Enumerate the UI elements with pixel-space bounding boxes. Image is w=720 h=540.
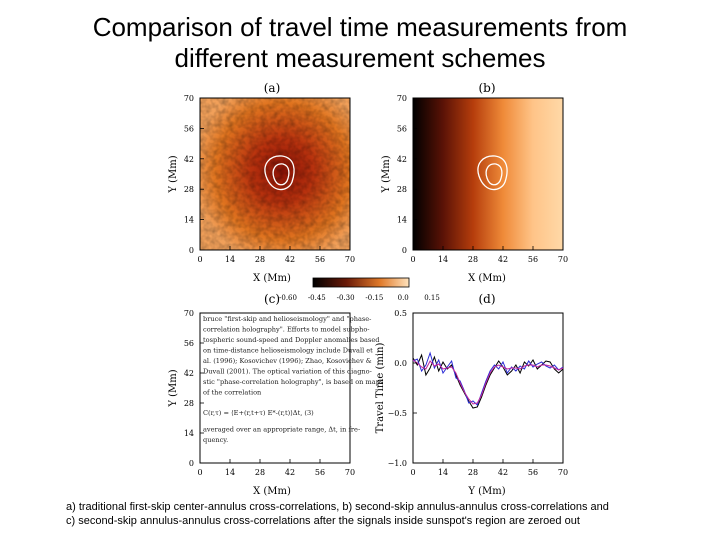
- panel-a-frame: [199, 97, 351, 251]
- panel-c-text-line: correlation holography". Efforts to mode…: [203, 326, 370, 334]
- slide-title: Comparison of travel time measurements f…: [0, 12, 720, 74]
- panel-a-xtick-label: 70: [345, 255, 355, 264]
- panel-c-ytick-label: 42: [184, 369, 194, 378]
- panel-c-text-line: al. (1996); Kosovichev (1996); Zhao, Kos…: [203, 357, 372, 365]
- title-line-2: different measurement schemes: [174, 43, 546, 73]
- panel-b-ytick-label: 70: [397, 94, 407, 103]
- panel-c-xtick-label: 70: [345, 468, 355, 477]
- panel-a-ytick-label: 70: [184, 94, 194, 103]
- panel-b-xtick-label: 14: [438, 255, 448, 264]
- colorbar-tick-label: -0.15: [365, 294, 383, 302]
- panel-c-text-line: quency.: [203, 436, 228, 444]
- panel-c-text-line: Duvall (2001). The optical variation of …: [203, 368, 372, 376]
- colorbar-tick-label: -0.45: [308, 294, 326, 302]
- panel-a-ytick-label: 28: [184, 185, 194, 194]
- panel-c-text-line: stic "phase-correlation holography", is …: [203, 378, 384, 386]
- panel-c-ytick-label: 14: [184, 429, 194, 438]
- panel-b-ytick-label: 28: [397, 185, 407, 194]
- panel-c-text-line: tospheric sound-speed and Doppler anomal…: [203, 336, 380, 344]
- panel-b-xtick-label: 56: [528, 255, 538, 264]
- panel-b-ytick-label: 42: [397, 155, 407, 164]
- panel-c-xtick-label: 56: [315, 468, 325, 477]
- panel-d-ytick-label: 0.5: [394, 309, 407, 318]
- panel-c-ytick-label: 0: [189, 459, 194, 468]
- caption-line-2: c) second-skip annulus-annulus cross-cor…: [66, 515, 580, 527]
- panel-c-xlabel: X (Mm): [253, 486, 291, 497]
- panel-b-xtick-label: 70: [558, 255, 568, 264]
- panel-c-text-line: averaged over an appropriate range, Δt, …: [203, 426, 360, 434]
- panel-d-series-magenta: [412, 359, 564, 405]
- panel-b-contours: [477, 155, 508, 191]
- panel-b-xtick-label: 42: [498, 255, 508, 264]
- panel-c-ytick-label: 56: [184, 339, 194, 348]
- panel-b-ytick-label: 0: [402, 246, 407, 255]
- panel-b: (b) 0 14 28 42 56 70 0 14 28 42 56 70 X (Mm) Y (Mm…: [381, 81, 568, 284]
- panel-c-xtick-label: 0: [197, 468, 202, 477]
- panel-d-label: (d): [478, 292, 495, 306]
- panel-a-xtick-label: 0: [197, 255, 202, 264]
- panel-b-label: (b): [478, 81, 495, 95]
- panel-c-label: (c): [264, 292, 280, 306]
- panel-d-xtick-label: 56: [528, 468, 538, 477]
- title-line-1: Comparison of travel time measurements f…: [92, 12, 628, 42]
- panel-b-xlabel: X (Mm): [468, 273, 506, 284]
- panel-d-ytick-label: 0.0: [394, 359, 407, 368]
- panel-a-xlabel: X (Mm): [253, 273, 291, 284]
- panel-c-ylabel: Y (Mm): [168, 369, 179, 407]
- panel-a-xtick-label: 42: [285, 255, 295, 264]
- panel-a-ytick-label: 56: [184, 124, 194, 133]
- panel-a-ytick-label: 14: [184, 216, 194, 225]
- panel-d-frame: [412, 312, 564, 464]
- panel-c-xtick-label: 42: [285, 468, 295, 477]
- panel-a-contours: [264, 155, 295, 191]
- panel-d-series-blue: [412, 351, 564, 406]
- panel-c-xtick-label: 14: [225, 468, 235, 477]
- panel-b-ylabel: Y (Mm): [381, 155, 392, 193]
- panel-c-ytick-label: 70: [184, 309, 194, 318]
- panel-a: (a) 0 14 28 42 56 70 0 14 28 42 56 70 X (Mm) Y (Mm…: [168, 81, 355, 284]
- panel-c-ytick-label: 28: [184, 399, 194, 408]
- panel-d-ylabel: Travel Time (min): [375, 343, 386, 434]
- panel-d: (d) −1.0 −0.5 0.0 0.5 0 14 28 42 56 70 Y (Mm) Tr…: [375, 292, 568, 497]
- panel-c: (c) bruce "first-skip and helioseismolog…: [168, 292, 384, 497]
- panel-a-ytick-label: 42: [184, 155, 194, 164]
- panel-a-xtick-label: 28: [255, 255, 265, 264]
- panel-d-xtick-label: 0: [410, 468, 415, 477]
- panel-a-label: (a): [264, 81, 281, 95]
- caption: a) traditional first-skip center-annulus…: [66, 500, 706, 528]
- panel-b-ytick-label: 56: [397, 124, 407, 133]
- panel-a-ytick-label: 0: [189, 246, 194, 255]
- panel-a-xtick-label: 56: [315, 255, 325, 264]
- colorbar-bar: [312, 277, 410, 288]
- panel-b-map: [413, 98, 563, 250]
- panel-b-xtick-label: 28: [468, 255, 478, 264]
- panel-c-text-line: C(r,τ) = ⟨E+(r,t+τ) E*-(r,t)⟩Δt, (3): [203, 409, 314, 417]
- panel-c-frame: [199, 312, 351, 464]
- panel-b-xtick-label: 0: [410, 255, 415, 264]
- colorbar-tick-label: -0.30: [337, 294, 355, 302]
- panel-d-ytick-label: −1.0: [388, 459, 407, 468]
- panel-a-xtick-label: 14: [225, 255, 235, 264]
- panel-b-ytick-label: 14: [397, 216, 407, 225]
- colorbar-tick-label: 0.0: [398, 294, 409, 302]
- panel-b-frame: [412, 97, 564, 251]
- colorbar: -0.60 -0.45 -0.30 -0.15 0.0 0.15: [279, 277, 440, 302]
- panel-d-series-black: [412, 353, 564, 409]
- panel-d-ytick-label: −0.5: [388, 409, 407, 418]
- panel-c-text-line: of the correlation: [203, 389, 262, 397]
- panel-d-xlabel: Y (Mm): [467, 486, 505, 497]
- panel-d-xtick-label: 70: [558, 468, 568, 477]
- panel-c-text-line: bruce "first-skip and helioseismology" a…: [203, 315, 371, 323]
- panel-c-text-line: on time-distance helioseismology include…: [203, 347, 373, 355]
- panel-a-noise: [200, 98, 350, 250]
- caption-line-1: a) traditional first-skip center-annulus…: [66, 501, 609, 513]
- panel-d-xtick-label: 14: [438, 468, 448, 477]
- colorbar-tick-label: -0.60: [279, 294, 297, 302]
- panel-d-xtick-label: 28: [468, 468, 478, 477]
- panel-a-ylabel: Y (Mm): [168, 155, 179, 193]
- panel-c-xtick-label: 28: [255, 468, 265, 477]
- colorbar-tick-label: 0.15: [424, 294, 440, 302]
- panel-d-xtick-label: 42: [498, 468, 508, 477]
